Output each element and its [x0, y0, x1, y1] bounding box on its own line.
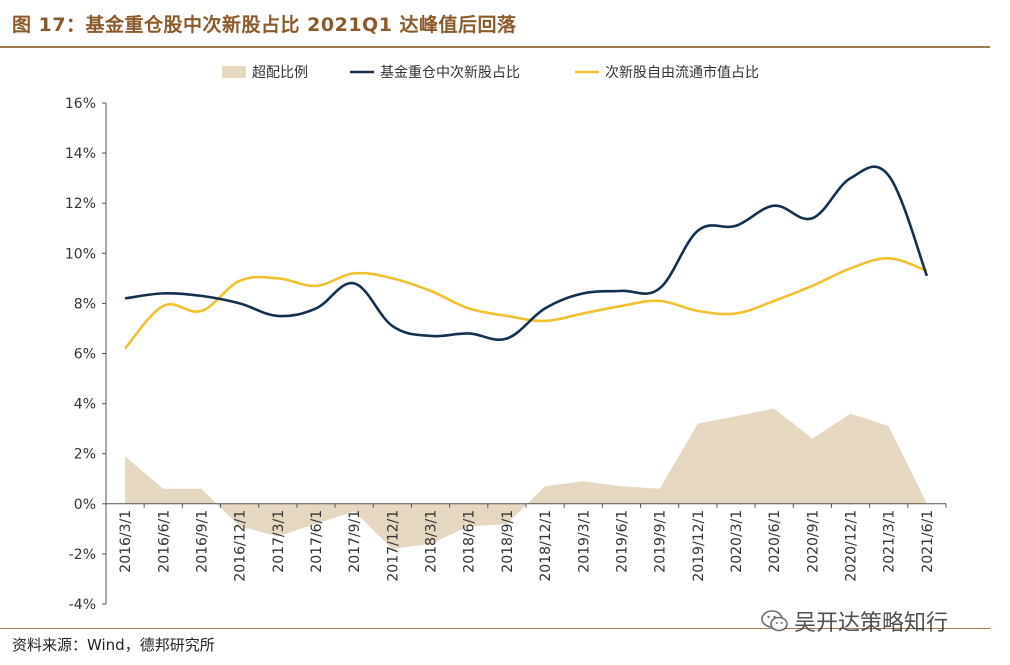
area-overweight-ratio — [125, 408, 927, 549]
x-axis: 2016/3/1 2016/6/1 2016/9/1 2016/12/1 2017/3/… — [106, 503, 947, 582]
x-tick-label: 2017/9/1 — [347, 510, 363, 573]
y-tick-label: 16% — [65, 96, 96, 112]
x-tick-label: 2020/9/1 — [805, 510, 821, 573]
x-tick-label: 2016/3/1 — [118, 510, 134, 573]
title-divider — [0, 46, 990, 48]
x-tick-label: 2018/9/1 — [500, 510, 516, 573]
line-fund-holdings-new-share-ratio — [124, 165, 929, 341]
legend-label-gold: 次新股自由流通市值占比 — [605, 64, 759, 81]
x-tick-label: 2020/6/1 — [767, 510, 783, 573]
y-tick-label: 4% — [74, 397, 96, 413]
y-tick-label: 6% — [74, 347, 96, 363]
x-tick-label: 2021/6/1 — [920, 510, 936, 573]
x-tick-label: 2017/3/1 — [271, 510, 287, 573]
watermark: 吴开达策略知行 — [760, 606, 948, 636]
legend-label-navy: 基金重仓中次新股占比 — [380, 64, 520, 81]
footer-divider — [0, 628, 990, 629]
y-tick-label: 0% — [74, 497, 96, 513]
line-series — [124, 165, 929, 350]
x-tick-label: 2019/3/1 — [576, 510, 592, 573]
x-tick-label: 2016/6/1 — [156, 510, 172, 573]
x-tick-label: 2019/6/1 — [614, 510, 630, 573]
y-tick-label: 2% — [74, 447, 96, 463]
x-tick-label: 2020/3/1 — [729, 510, 745, 573]
chart-title: 图 17：基金重仓股中次新股占比 2021Q1 达峰值后回落 — [12, 14, 517, 36]
y-tick-label: -2% — [69, 547, 96, 563]
chart: 超配比例 基金重仓中次新股占比 次新股自由流通市值占比 -4% -2% 0% 2% 4%… — [65, 64, 947, 613]
legend-swatch-area — [222, 66, 246, 78]
x-tick-label: 2016/9/1 — [194, 510, 210, 573]
source-note: 资料来源：Wind，德邦研究所 — [12, 636, 215, 654]
watermark-text: 吴开达策略知行 — [794, 611, 949, 636]
y-tick-label: -4% — [69, 597, 96, 613]
y-tick-label: 8% — [74, 296, 96, 312]
x-tick-label: 2020/12/1 — [844, 510, 860, 582]
wechat-icon — [761, 610, 788, 632]
area-series — [125, 408, 927, 549]
x-tick-label: 2018/6/1 — [462, 510, 478, 573]
y-tick-label: 12% — [65, 196, 96, 212]
line-new-share-float-cap-ratio — [124, 257, 928, 350]
x-tick-label: 2017/6/1 — [309, 510, 325, 573]
x-tick-label: 2019/12/1 — [691, 510, 707, 582]
y-tick-label: 10% — [65, 246, 96, 262]
x-tick-label: 2019/9/1 — [653, 510, 669, 573]
legend-label-area: 超配比例 — [252, 65, 308, 81]
x-tick-label: 2017/12/1 — [385, 510, 401, 582]
legend: 超配比例 基金重仓中次新股占比 次新股自由流通市值占比 — [222, 64, 759, 81]
x-tick-label: 2018/12/1 — [538, 510, 554, 582]
x-tick-label: 2018/3/1 — [424, 510, 440, 573]
y-axis: -4% -2% 0% 2% 4% 6% 8% 10% 12% 14% 16% — [65, 96, 107, 613]
x-tick-label: 2021/3/1 — [882, 510, 898, 573]
y-tick-label: 14% — [65, 146, 96, 162]
x-tick-label: 2016/12/1 — [233, 510, 249, 582]
